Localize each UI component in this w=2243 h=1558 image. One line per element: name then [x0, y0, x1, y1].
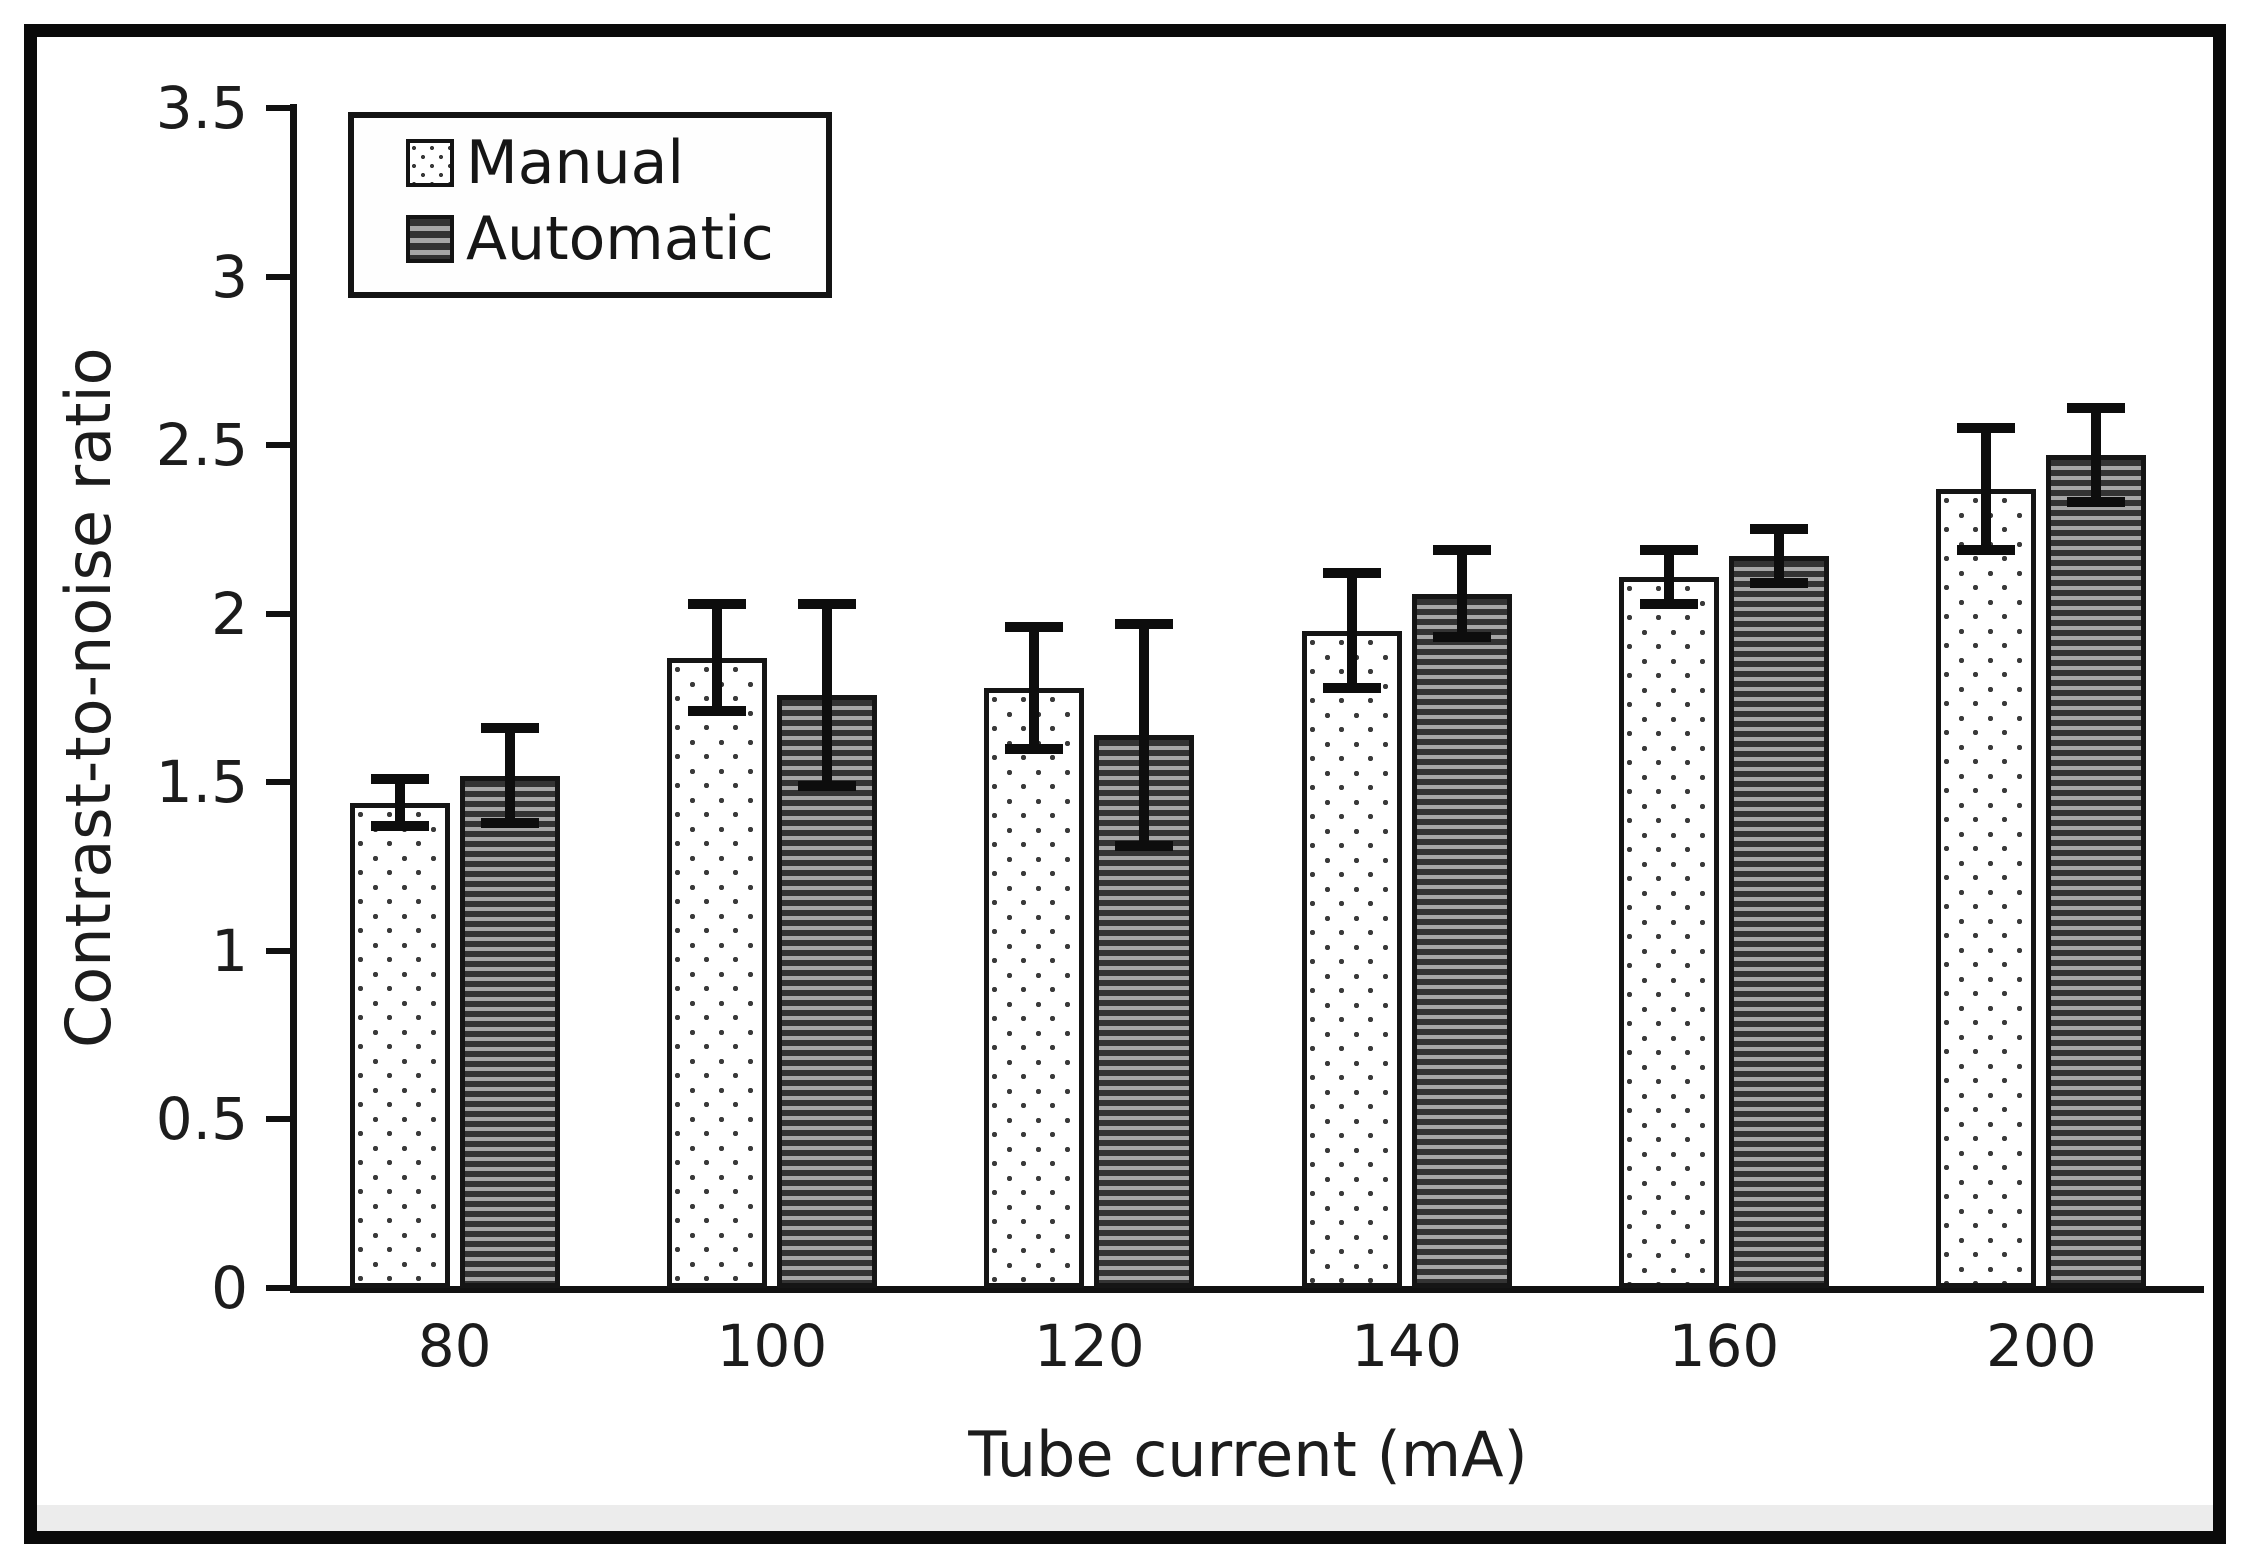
scan-edge-strip [37, 1505, 2213, 1531]
y-tick-label: 0 [211, 1254, 248, 1322]
y-tick-mark [266, 1285, 291, 1291]
y-tick-mark [266, 1116, 291, 1123]
error-bar-cap [1639, 598, 1698, 609]
error-bar-cap [1432, 632, 1491, 643]
y-tick-mark [266, 105, 291, 111]
automatic-bar [459, 775, 560, 1288]
x-tick-label: 120 [1033, 1312, 1145, 1380]
error-bar-cap [480, 817, 539, 828]
y-axis-line [290, 104, 297, 1293]
error-bar-cap [1749, 578, 1808, 589]
error-bar-cap [1005, 743, 1064, 754]
bar-group-80 [296, 108, 613, 1288]
y-tick-label: 0.5 [155, 1085, 248, 1154]
x-tick-label: 80 [417, 1312, 492, 1380]
error-bar-cap [1639, 544, 1698, 555]
error-bar-cap [1322, 568, 1381, 579]
bar-group-100 [613, 108, 930, 1288]
error-bar [1663, 549, 1674, 604]
legend-item-automatic: Automatic [406, 206, 774, 272]
error-bar [711, 603, 722, 712]
error-bar [1773, 529, 1784, 584]
bar-group-200 [1883, 108, 2200, 1288]
manual-bar [1936, 488, 2037, 1288]
error-bar-cap [1957, 544, 2016, 555]
y-tick-label: 3.5 [155, 74, 248, 142]
error-bar-cap [1115, 841, 1174, 852]
y-tick-label: 3 [211, 242, 248, 311]
x-tick-label: 140 [1351, 1312, 1462, 1380]
y-tick-label: 2 [211, 579, 248, 648]
error-bar-cap [1957, 423, 2016, 434]
error-bar [1456, 549, 1467, 638]
error-bar-cap [1432, 544, 1491, 555]
manual-bar [1301, 630, 1402, 1288]
error-bar-cap [2067, 497, 2126, 508]
error-bar [2091, 408, 2102, 503]
y-tick-label: 2.5 [155, 411, 248, 480]
error-bar [504, 728, 515, 823]
error-bar-cap [797, 598, 856, 609]
error-bar-cap [480, 723, 539, 734]
manual-bar [984, 687, 1085, 1288]
manual-series-swatch-icon [406, 139, 454, 187]
automatic-series-swatch-icon [406, 215, 454, 263]
y-tick-mark [266, 442, 291, 449]
manual-bar [349, 802, 450, 1288]
x-axis-labels: 80 100 120 140 160 200 [296, 1312, 2200, 1380]
automatic-bar [776, 694, 877, 1288]
y-tick-mark [266, 947, 291, 954]
bar-group-160 [1565, 108, 1882, 1288]
manual-bar [666, 657, 767, 1288]
error-bar [1981, 428, 1992, 550]
x-tick-label: 160 [1668, 1312, 1780, 1380]
legend: Manual Automatic [348, 112, 832, 298]
error-bar-cap [1749, 524, 1808, 535]
bar-group-120 [931, 108, 1248, 1288]
manual-bar [1618, 576, 1719, 1288]
error-bar-cap [1005, 622, 1064, 633]
x-tick-label: 100 [716, 1312, 828, 1380]
error-bar-cap [1322, 682, 1381, 693]
bar-group-140 [1248, 108, 1565, 1288]
error-bar [821, 603, 832, 786]
error-bar-cap [2067, 403, 2126, 414]
automatic-bar [1411, 593, 1512, 1288]
x-axis-title: Tube current (mA) [968, 1418, 1528, 1491]
error-bar-cap [687, 598, 746, 609]
error-bar [1139, 623, 1150, 847]
legend-item-manual: Manual [406, 130, 774, 196]
error-bar [1346, 573, 1357, 688]
error-bar-cap [797, 780, 856, 791]
error-bar-cap [687, 706, 746, 717]
automatic-bar [1094, 735, 1195, 1288]
legend-label-manual: Manual [466, 128, 685, 198]
automatic-bar [2046, 455, 2147, 1288]
y-tick-label: 1 [211, 916, 248, 985]
y-tick-mark [266, 610, 291, 617]
legend-label-automatic: Automatic [466, 204, 774, 274]
plot-area [296, 108, 2200, 1288]
y-tick-mark [266, 273, 291, 280]
error-bar-cap [1115, 618, 1174, 629]
error-bar [1029, 627, 1040, 749]
error-bar [394, 778, 405, 827]
error-bar-cap [370, 821, 429, 832]
error-bar-cap [370, 773, 429, 784]
y-tick-mark [266, 779, 291, 786]
automatic-bar [1728, 556, 1829, 1288]
y-tick-label: 1.5 [155, 748, 248, 817]
x-tick-label: 200 [1985, 1312, 2097, 1380]
x-axis-line [290, 1286, 2204, 1293]
